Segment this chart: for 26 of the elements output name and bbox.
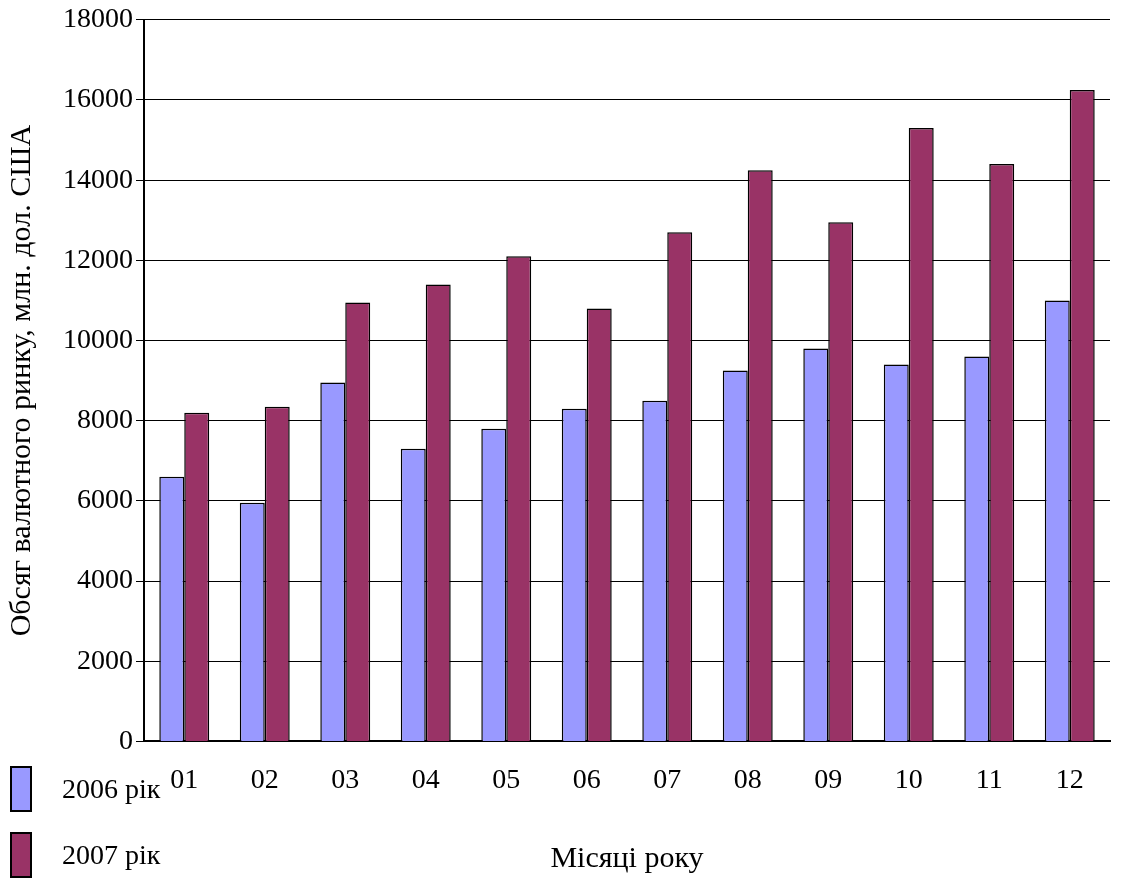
x-tick-label: 08 — [733, 762, 762, 794]
y-tick-label: 8000 — [77, 403, 133, 435]
x-tick-label: 04 — [411, 762, 440, 794]
y-tick-label: 2000 — [77, 643, 133, 675]
x-tick-label: 05 — [492, 762, 521, 794]
x-tick-label: 06 — [572, 762, 601, 794]
x-axis-title: Місяці року — [550, 839, 704, 873]
y-tick-label: 0 — [119, 723, 133, 755]
y-axis-title: Обсяг валютного ринку, млн. дол. США — [2, 124, 36, 637]
y-tick-label: 18000 — [63, 2, 133, 34]
y-tick-label: 4000 — [77, 563, 133, 595]
x-tick-label: 02 — [250, 762, 279, 794]
legend-label: 2007 рік — [62, 839, 161, 871]
x-tick-label: 07 — [653, 762, 682, 794]
x-tick-label: 09 — [814, 762, 843, 794]
legend-label: 2006 рік — [62, 773, 161, 805]
x-tick-label: 11 — [975, 762, 1003, 794]
x-tick-label: 01 — [170, 762, 199, 794]
y-tick-label: 14000 — [63, 162, 133, 194]
x-tick-label: 12 — [1055, 762, 1084, 794]
x-tick-label: 03 — [331, 762, 360, 794]
y-tick-label: 10000 — [63, 322, 133, 354]
y-tick-label: 6000 — [77, 483, 133, 515]
y-tick-label: 16000 — [63, 82, 133, 114]
x-tick-label: 10 — [894, 762, 923, 794]
y-tick-label: 12000 — [63, 242, 133, 274]
